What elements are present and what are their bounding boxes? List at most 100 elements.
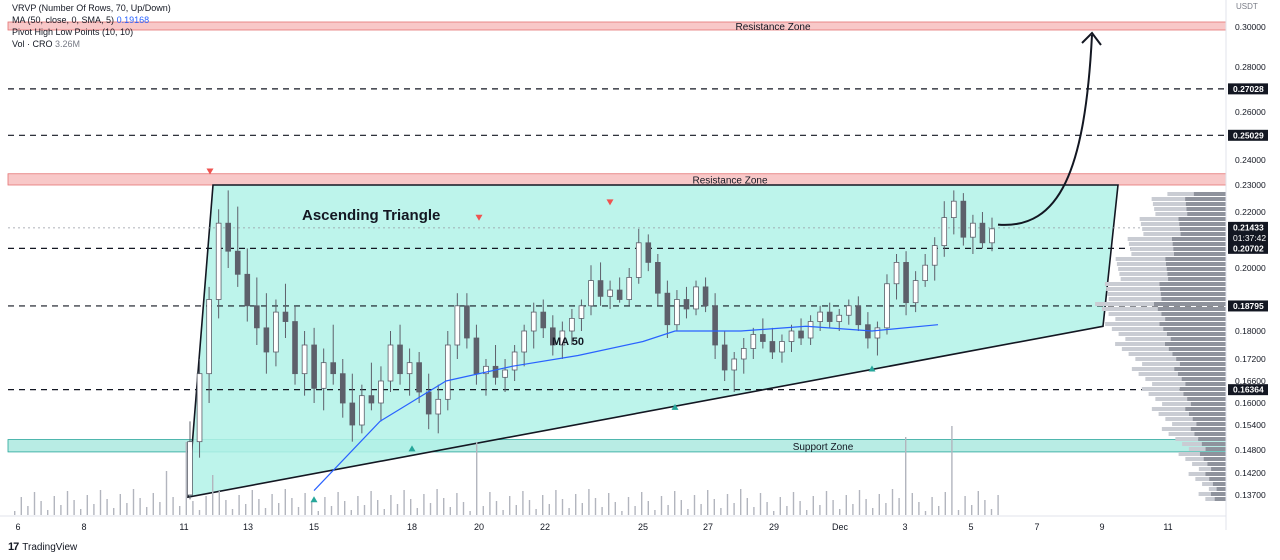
volume-bar <box>383 509 385 515</box>
profile-bar-up <box>1139 217 1179 221</box>
volume-bar <box>337 492 339 515</box>
price-tick-label: 0.14200 <box>1235 468 1266 478</box>
price-tag-label: 0.27028 <box>1233 84 1264 94</box>
tradingview-logo[interactable]: 17 TradingView <box>8 541 77 553</box>
volume-bar <box>218 491 220 515</box>
candle <box>960 200 967 238</box>
candle <box>721 344 728 371</box>
candle <box>454 305 461 346</box>
volume-bar <box>515 505 517 515</box>
volume-bar <box>984 500 986 515</box>
volume-bar <box>990 509 993 515</box>
volume-bar <box>80 509 82 515</box>
volume-bar <box>555 490 557 515</box>
volume-bar <box>476 442 478 515</box>
profile-bar-down <box>1193 192 1226 196</box>
volume-bar <box>429 503 432 515</box>
volume-bar <box>132 489 135 515</box>
candle <box>989 228 995 244</box>
volume-bar <box>324 497 326 515</box>
profile-bar-up <box>1155 212 1188 216</box>
volume-bar <box>944 492 946 515</box>
price-tick-label: 0.28000 <box>1235 62 1266 72</box>
candle <box>874 327 881 339</box>
volume-bar <box>119 494 121 515</box>
volume-bar <box>799 501 801 515</box>
legend-vrvp[interactable]: VRVP (Number Of Rows, 70, Up/Down) <box>12 3 171 13</box>
legend-pivot[interactable]: Pivot High Low Points (10, 10) <box>12 27 134 37</box>
candle <box>425 391 432 415</box>
candle <box>941 217 948 247</box>
profile-bar-down <box>1214 497 1226 501</box>
candle <box>616 289 623 300</box>
legend-ma[interactable]: MA (50, close, 0, SMA, 5) 0.19168 <box>12 15 150 25</box>
profile-bar-down <box>1165 262 1226 266</box>
volume-bar <box>198 510 201 515</box>
pivot-markers <box>206 168 876 503</box>
candle <box>464 305 470 339</box>
candle <box>397 344 403 375</box>
candle <box>826 311 833 322</box>
profile-bar-up <box>1118 332 1167 336</box>
profile-bar-up <box>1120 277 1169 281</box>
candle <box>731 358 738 371</box>
price-axis[interactable]: USDT 0.30000 0.28000 0.26000 0.24000 0.23000 0… <box>1225 0 1268 530</box>
volume-bar <box>792 492 795 515</box>
time-tick-label: 7 <box>1034 522 1039 532</box>
volume-bar <box>726 494 729 515</box>
volume-bar <box>918 502 920 515</box>
pivot-low-marker <box>671 403 679 410</box>
volume-bar <box>185 442 187 515</box>
volume-bar <box>271 494 273 515</box>
volume-bar <box>172 497 174 515</box>
profile-bar-down <box>1168 347 1226 351</box>
volume-bar <box>258 499 260 515</box>
profile-bar-up <box>1115 257 1166 261</box>
time-tick-label: 29 <box>769 522 779 532</box>
candle <box>225 222 231 252</box>
volume-bar <box>482 506 484 515</box>
pivot-high-marker <box>206 168 214 175</box>
candle <box>951 200 957 218</box>
profile-bar-up <box>1143 232 1181 236</box>
volume-bar <box>522 491 524 515</box>
price-tag-label: 0.16364 <box>1233 385 1264 395</box>
legend-volume[interactable]: Vol · CRO 3.26M <box>12 39 81 49</box>
projection-curve <box>997 34 1093 226</box>
candle <box>206 299 212 375</box>
resistance-zone-top-label: Resistance Zone <box>735 22 810 33</box>
profile-bar-up <box>1152 202 1186 206</box>
volume-bar <box>746 498 748 515</box>
horizontal-levels <box>8 88 1226 391</box>
profile-bar-up <box>1127 237 1172 241</box>
candle <box>444 344 451 400</box>
profile-bar-up <box>1125 337 1171 341</box>
profile-bar-up <box>1162 402 1191 406</box>
time-tick-label: 8 <box>81 522 86 532</box>
volume-bar <box>687 509 689 515</box>
volume-bar <box>740 489 742 515</box>
profile-bar-down <box>1216 487 1226 491</box>
candle <box>301 344 308 375</box>
time-axis[interactable]: 6 8 11 13 15 18 20 22 25 27 29 Dec 3 5 7 9 11 <box>0 515 1226 532</box>
candle <box>330 362 337 375</box>
volume-bar <box>608 493 610 515</box>
volume-bar <box>53 496 55 515</box>
candle <box>492 365 499 378</box>
volume-bars <box>14 426 999 515</box>
profile-bar-down <box>1187 212 1226 216</box>
price-tick-label: 0.17200 <box>1235 354 1266 364</box>
pivot-high-marker <box>475 214 483 221</box>
candle <box>674 299 680 326</box>
profile-bar-down <box>1171 237 1226 241</box>
profile-bar-down <box>1160 287 1226 291</box>
volume-bar <box>66 491 69 515</box>
candle <box>311 344 317 389</box>
volume-bar <box>832 500 834 515</box>
volume-bar <box>561 499 564 515</box>
candle <box>903 261 909 304</box>
profile-bar-up <box>1192 462 1208 466</box>
legend-ma-value: 0.19168 <box>116 15 150 25</box>
profile-bar-down <box>1167 272 1226 276</box>
